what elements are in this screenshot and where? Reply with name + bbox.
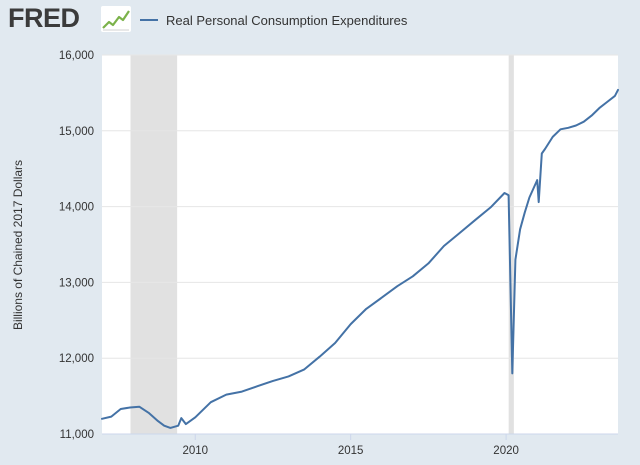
chart-header: FRED Real Personal Consumption Expenditu… <box>0 0 640 40</box>
fred-logo[interactable]: FRED <box>8 3 80 33</box>
legend-swatch <box>140 19 158 21</box>
x-tick-label: 2010 <box>182 445 208 457</box>
y-tick-label: 11,000 <box>60 429 94 441</box>
y-tick-label: 12,000 <box>59 353 94 365</box>
x-tick-label: 2020 <box>493 445 519 457</box>
legend-label: Real Personal Consumption Expenditures <box>166 12 408 28</box>
fred-graph-icon <box>101 6 131 32</box>
recession-band-0 <box>130 55 178 434</box>
legend[interactable]: Real Personal Consumption Expenditures <box>140 10 407 30</box>
plot-area <box>102 55 618 434</box>
y-tick-label: 15,000 <box>59 126 94 138</box>
series-line-0 <box>101 88 619 429</box>
y-tick-label: 13,000 <box>59 277 94 289</box>
y-axis-label: Billions of Chained 2017 Dollars <box>11 159 25 331</box>
y-tick-label: 16,000 <box>59 50 94 62</box>
recession-band-1 <box>508 55 514 434</box>
y-tick-label: 14,000 <box>59 202 94 214</box>
x-tick-label: 2015 <box>338 445 364 457</box>
